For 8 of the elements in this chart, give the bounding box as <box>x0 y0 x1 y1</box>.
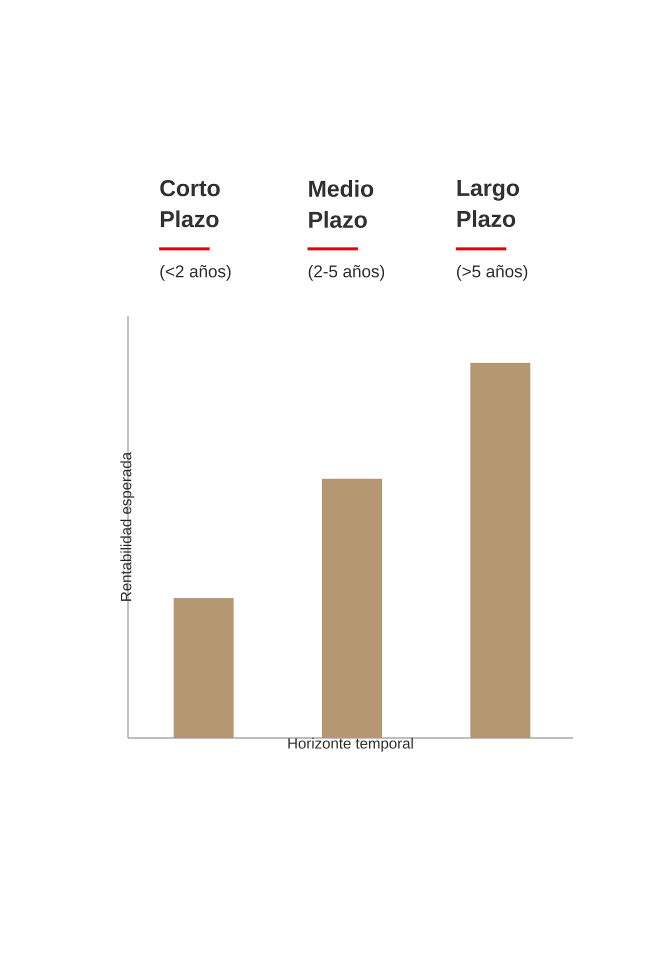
text: (2-5 años) <box>308 264 384 281</box>
x-tick-label: Corto Plazo <box>160 180 220 228</box>
x-axis-title: Horizonte temporal <box>288 738 413 752</box>
y-axis-title: Rentabilidad esperada <box>120 452 134 601</box>
text: (<2 años) <box>160 264 231 281</box>
x-tick-label: Largo Plazo <box>458 180 520 228</box>
x-tick-label: Medio Plazo <box>309 180 374 228</box>
text: (>5 años) <box>457 264 528 281</box>
